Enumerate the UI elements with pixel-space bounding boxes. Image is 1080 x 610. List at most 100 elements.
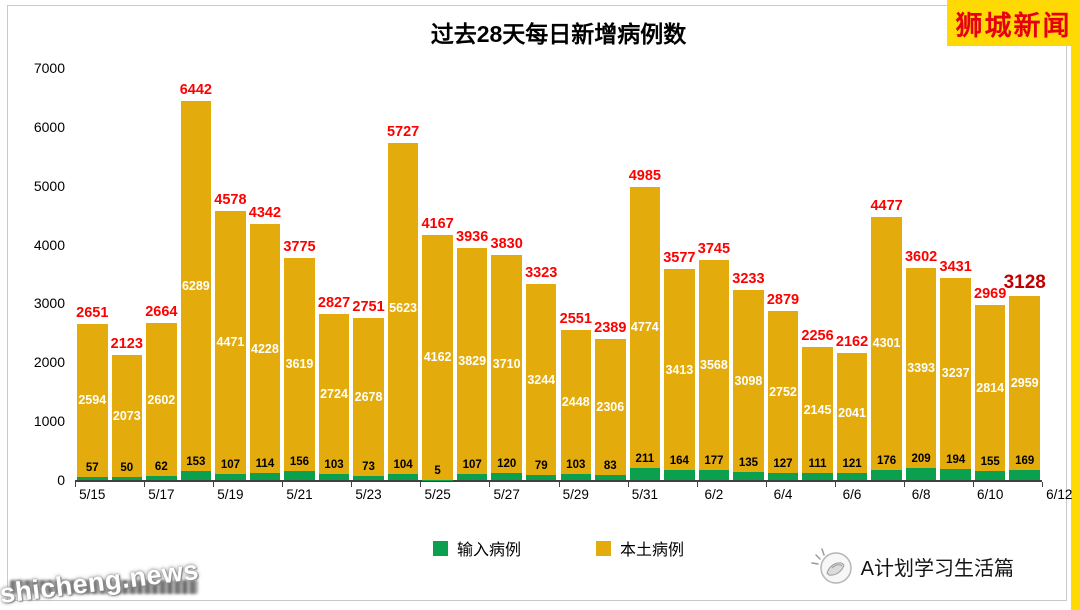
x-axis-label: 5/31 [631, 487, 658, 502]
total-cases-value: 6442 [179, 81, 212, 98]
y-axis-label: 7000 [33, 60, 65, 76]
total-cases-value: 2879 [766, 291, 800, 308]
x-axis-label: 6/12 [1046, 487, 1073, 502]
imported-cases-value: 209 [911, 452, 931, 465]
imported-cases-value: 103 [566, 458, 586, 471]
bar-5/22: 2724 103 2827 [318, 295, 350, 480]
x-axis-tickmark [1042, 482, 1043, 487]
imported-cases-value: 164 [669, 455, 689, 468]
card-border [7, 5, 1067, 601]
total-cases-value: 3936 [456, 229, 489, 246]
x-axis-tickmark [627, 482, 629, 487]
local-cases-value: 2752 [769, 384, 797, 399]
imported-cases-segment [595, 475, 626, 480]
imported-cases-value: 127 [773, 457, 793, 470]
brand-text: 狮城新闻 [955, 10, 1072, 41]
x-axis-tickmark [489, 482, 491, 487]
total-cases-value: 2162 [835, 333, 869, 350]
total-cases-value: 2389 [594, 320, 627, 337]
local-cases-value: 4774 [630, 320, 659, 335]
x-axis-tickmark [765, 482, 767, 487]
imported-cases-segment [215, 473, 246, 480]
bar-5/21: 3619 156 3775 [283, 239, 316, 480]
imported-cases-value: 5 [434, 464, 441, 477]
total-cases-value: 2123 [110, 336, 143, 353]
local-cases-value: 4301 [872, 336, 901, 351]
brand-badge: 狮城新闻 [947, 0, 1080, 46]
local-cases-value: 2724 [320, 386, 348, 401]
total-cases-value: 4167 [421, 215, 454, 232]
y-axis-label: 2000 [33, 354, 65, 371]
imported-cases-value: 194 [946, 453, 966, 466]
local-cases-value: 2678 [354, 389, 383, 404]
local-cases-value: 3568 [700, 357, 728, 372]
bar-5/16: 2073 50 2123 [111, 336, 143, 480]
x-axis-tickmark [558, 482, 560, 487]
imported-cases-segment [698, 469, 730, 480]
x-axis-tickmark [834, 482, 836, 487]
y-axis-label: 5000 [33, 177, 65, 194]
local-cases-value: 2814 [976, 381, 1005, 396]
x-axis-label: 5/27 [493, 487, 520, 502]
total-cases-value: 2551 [559, 310, 592, 327]
imported-cases-value: 83 [603, 460, 617, 473]
bar-5/29: 2448 103 2551 [560, 311, 592, 480]
total-cases-value: 2664 [145, 304, 178, 321]
bar-5/20: 4228 114 4342 [249, 205, 281, 480]
imported-cases-segment [767, 472, 799, 480]
total-cases-value: 3323 [525, 265, 558, 282]
x-axis-tickmark [903, 482, 905, 487]
local-cases-value: 2602 [147, 392, 176, 407]
total-cases-value: 3830 [490, 235, 523, 252]
local-cases-value: 5623 [389, 301, 417, 316]
local-cases-value: 2448 [561, 394, 590, 409]
total-cases-value: 2969 [974, 286, 1007, 303]
x-axis-label: 6/8 [911, 487, 931, 502]
imported-cases-segment [940, 468, 971, 480]
bar-5/27: 3710 120 3830 [491, 236, 523, 480]
bar-5/18: 6289 153 6442 [180, 82, 212, 480]
legend-item-local: 本土病例 [596, 536, 684, 560]
imported-cases-value: 62 [154, 461, 168, 474]
x-axis-tickmark [213, 482, 215, 487]
imported-cases-value: 73 [362, 460, 375, 473]
x-axis-tickmark [282, 482, 284, 487]
x-axis-label: 6/4 [773, 487, 793, 502]
total-cases-value: 2827 [317, 294, 351, 311]
x-axis-tickmark [420, 482, 422, 487]
imported-cases-segment [871, 469, 902, 480]
total-cases-value: 4342 [248, 205, 282, 222]
legend-swatch [432, 540, 448, 556]
legend-label: 本土病例 [620, 542, 685, 559]
footer-logo-text: A计划学习生活篇 [860, 557, 1014, 580]
imported-cases-value: 111 [808, 458, 827, 471]
imported-cases-segment [629, 467, 661, 480]
x-axis-label: 5/17 [148, 487, 175, 502]
total-cases-value: 3128 [1003, 271, 1046, 293]
bar-5/26: 3829 107 3936 [456, 229, 488, 480]
legend-item-imported: 输入病例 [432, 536, 521, 560]
x-axis-label: 5/25 [424, 487, 451, 502]
brand-strip [1071, 0, 1080, 610]
bar-6/5: 2145 111 2256 [801, 328, 834, 480]
plot-area: 0 1000 2000 3000 4000 5000 6000 7000 2594 57 2651 2… [34, 60, 1073, 502]
imported-cases-value: 121 [842, 457, 862, 470]
legend: 输入病例 本土病例 [75, 536, 1042, 560]
total-cases-value: 3775 [283, 238, 316, 255]
legend-label: 输入病例 [456, 542, 521, 559]
local-cases-value: 2041 [838, 405, 866, 420]
imported-cases-value: 57 [85, 461, 99, 474]
local-cases-value: 2073 [112, 409, 141, 424]
y-axis-label: 1000 [33, 413, 65, 430]
total-cases-value: 3431 [939, 259, 972, 276]
bar-6/11: 2959 169 3128 [1004, 272, 1046, 480]
local-cases-value: 4162 [423, 350, 452, 365]
total-cases-value: 3577 [663, 250, 696, 267]
x-axis-label: 5/19 [217, 487, 244, 502]
imported-cases-value: 169 [1015, 455, 1035, 468]
footer-logo: A计划学习生活篇 [810, 546, 1014, 586]
local-cases-value: 3393 [907, 360, 936, 375]
x-axis-tickmark [75, 482, 76, 487]
x-axis-tickmark [351, 482, 353, 487]
y-axis-label: 6000 [33, 118, 65, 135]
